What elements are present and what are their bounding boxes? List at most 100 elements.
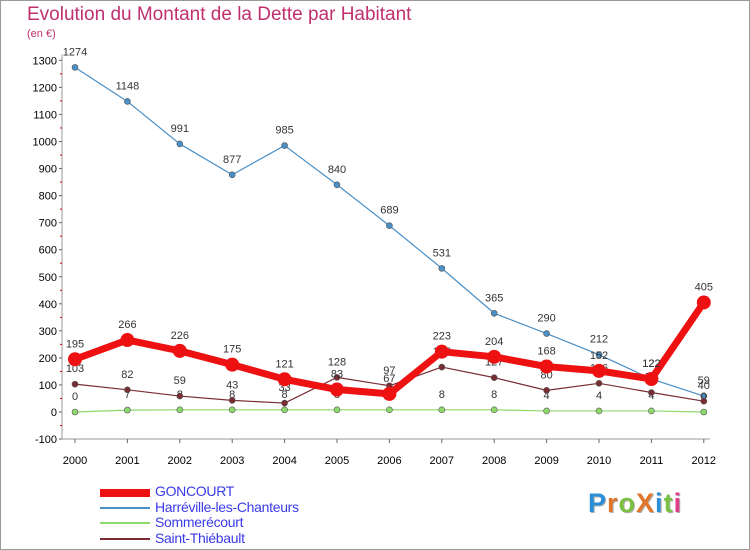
point-goncourt	[172, 343, 187, 358]
y-tick-label: -100	[35, 434, 57, 446]
data-label-goncourt: 195	[66, 338, 84, 350]
point-harreville-les-chanteurs	[176, 140, 184, 148]
data-label-harreville-les-chanteurs: 840	[328, 164, 346, 176]
x-tick-label: 2002	[168, 455, 192, 467]
y-tick-label: 1200	[33, 82, 57, 94]
point-saint-thiebault	[543, 387, 550, 394]
point-harreville-les-chanteurs	[595, 351, 603, 358]
point-goncourt	[592, 363, 606, 378]
data-label-goncourt: 83	[331, 369, 343, 381]
point-harreville-les-chanteurs	[386, 222, 393, 229]
data-label-goncourt: 67	[383, 373, 395, 385]
data-label-sommerecourt: 0	[701, 391, 707, 403]
point-goncourt	[382, 386, 397, 401]
point-sommerecourt	[228, 406, 236, 414]
point-harreville-les-chanteurs	[490, 309, 498, 317]
data-label-harreville-les-chanteurs: 59	[698, 375, 710, 387]
point-goncourt	[225, 357, 240, 372]
legend-swatch-sommerecourt	[100, 522, 150, 524]
data-label-sommerecourt: 4	[648, 390, 654, 402]
y-tick-label: 1000	[33, 137, 57, 149]
point-sommerecourt	[648, 407, 655, 415]
data-label-goncourt: 175	[223, 344, 241, 356]
logo-letter: r	[607, 488, 619, 518]
legend-swatch-goncourt	[100, 489, 150, 497]
point-sommerecourt	[595, 407, 603, 415]
data-label-harreville-les-chanteurs: 991	[171, 123, 189, 135]
logo-letter: P	[588, 488, 608, 518]
point-saint-thiebault	[228, 397, 236, 404]
logo-letter: o	[618, 488, 637, 518]
point-saint-thiebault	[490, 374, 498, 381]
point-sommerecourt	[543, 407, 550, 415]
y-tick-label: 400	[39, 299, 57, 311]
y-tick-label: 300	[39, 326, 57, 338]
y-tick-label: 600	[39, 245, 57, 257]
data-label-harreville-les-chanteurs: 212	[590, 334, 608, 346]
data-label-saint-thiebault: 82	[121, 369, 133, 381]
data-label-sommerecourt: 0	[72, 391, 78, 403]
legend-label-goncourt: GONCOURT	[155, 483, 235, 499]
y-tick-label: 100	[39, 380, 57, 392]
point-saint-thiebault	[438, 363, 446, 371]
point-sommerecourt	[490, 406, 498, 414]
point-goncourt	[539, 359, 554, 374]
data-label-sommerecourt: 4	[544, 390, 550, 402]
legend-label-harreville: Harréville-les-Chanteurs	[155, 498, 299, 515]
point-sommerecourt	[124, 406, 131, 414]
y-tick-label: 200	[39, 353, 57, 365]
x-tick-label: 2012	[692, 455, 716, 467]
y-tick-label: 1100	[33, 109, 57, 121]
point-harreville-les-chanteurs	[124, 98, 131, 105]
data-label-saint-thiebault: 97	[383, 365, 395, 377]
x-tick-label: 2005	[325, 455, 349, 467]
x-tick-label: 2004	[272, 455, 296, 467]
data-label-harreville-les-chanteurs: 1148	[116, 80, 140, 92]
point-goncourt	[644, 371, 659, 386]
legend-swatch-saint-thiebault	[100, 537, 150, 540]
y-tick-label: 0	[51, 407, 57, 419]
point-saint-thiebault	[648, 389, 655, 396]
x-tick-label: 2009	[534, 455, 558, 467]
data-label-goncourt: 405	[695, 281, 713, 293]
data-label-goncourt: 152	[590, 350, 608, 362]
point-sommerecourt	[386, 406, 393, 414]
data-label-harreville-les-chanteurs: 290	[537, 313, 555, 325]
point-goncourt	[487, 349, 502, 364]
y-tick-label: 1300	[33, 55, 57, 67]
chart-title: Evolution du Montant de la Dette par Hab…	[27, 4, 412, 25]
x-tick-label: 2007	[430, 455, 454, 467]
point-goncourt	[434, 344, 449, 359]
point-saint-thiebault	[71, 380, 79, 388]
data-label-sommerecourt: 7	[124, 389, 130, 401]
logo-letter: i	[673, 488, 683, 518]
data-label-harreville-les-chanteurs: 689	[380, 205, 398, 217]
legend-label-saint-thiebault: Saint-Thiébault	[155, 529, 245, 546]
data-label-saint-thiebault: 59	[174, 375, 186, 387]
data-label-goncourt: 122	[642, 358, 660, 370]
point-harreville-les-chanteurs	[228, 171, 236, 179]
y-tick-label: 500	[39, 272, 57, 284]
data-label-goncourt: 226	[171, 330, 189, 342]
point-saint-thiebault	[595, 380, 603, 387]
data-label-sommerecourt: 8	[282, 389, 288, 401]
point-sommerecourt	[333, 406, 341, 414]
x-tick-label: 2006	[377, 455, 401, 467]
data-label-harreville-les-chanteurs: 877	[223, 154, 241, 166]
data-label-saint-thiebault: 40	[698, 380, 710, 392]
point-sommerecourt	[176, 406, 184, 414]
x-tick-label: 2010	[587, 455, 611, 467]
logo-letter: i	[655, 488, 664, 518]
point-saint-thiebault	[281, 399, 288, 407]
data-label-saint-thiebault: 43	[226, 379, 238, 391]
data-label-saint-thiebault: 103	[66, 363, 84, 375]
data-label-goncourt: 204	[485, 336, 503, 348]
point-saint-thiebault	[124, 386, 131, 394]
y-axis-unit: (en €)	[27, 28, 56, 40]
data-label-goncourt: 121	[275, 358, 293, 370]
point-sommerecourt	[71, 408, 79, 416]
point-harreville-les-chanteurs	[543, 330, 550, 337]
data-label-goncourt: 266	[118, 319, 136, 331]
